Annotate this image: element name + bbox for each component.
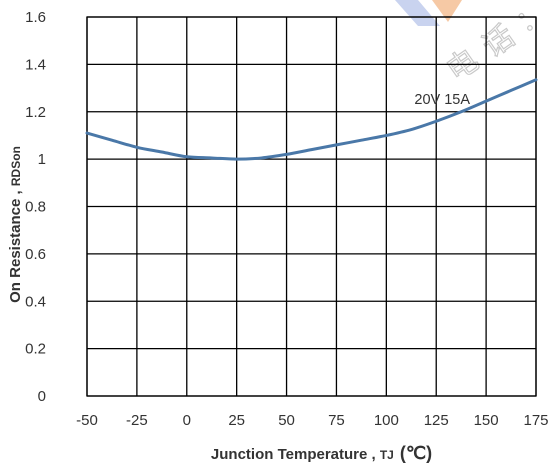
y-tick-label: 0.8 — [25, 199, 46, 216]
y-axis-title-symbol: RDSon — [9, 146, 23, 186]
x-axis-title-unit: (℃) — [400, 443, 432, 463]
x-axis-title-main: Junction Temperature , — [211, 446, 380, 463]
y-tick-labels: 0 0.2 0.4 0.6 0.8 1 1.2 1.4 1.6 — [25, 9, 46, 405]
watermark: 电 话 ： — [395, 0, 551, 89]
x-tick-label: 0 — [183, 412, 191, 429]
x-tick-label: 125 — [424, 412, 449, 429]
watermark-glyph-3: ： — [510, 0, 551, 41]
y-axis-title-main: On Resistance , — [7, 186, 24, 303]
series-annotation: 20V 15A — [414, 92, 470, 108]
x-axis-title: Junction Temperature , TJ (℃) — [211, 443, 432, 463]
x-tick-label: 25 — [228, 412, 245, 429]
x-tick-label: 175 — [523, 412, 548, 429]
plot-frame — [86, 16, 537, 397]
x-tick-labels: -50 -25 0 25 50 75 100 125 150 175 — [76, 412, 548, 429]
y-tick-label: 0.4 — [25, 293, 46, 310]
y-tick-label: 1.6 — [25, 9, 46, 26]
y-axis-title: On Resistance , RDSon — [7, 146, 24, 303]
y-tick-label: 0 — [38, 388, 46, 405]
y-tick-label: 1.2 — [25, 104, 46, 121]
x-axis-title-symbol: TJ — [380, 448, 394, 462]
series-layer — [85, 78, 538, 161]
x-tick-label: 150 — [474, 412, 499, 429]
watermark-glyph-2: 话 — [477, 19, 522, 65]
x-tick-label: 50 — [278, 412, 295, 429]
x-tick-label: -25 — [126, 412, 148, 429]
y-tick-label: 0.2 — [25, 341, 46, 358]
y-tick-label: 0.6 — [25, 246, 46, 263]
y-tick-label: 1 — [38, 151, 46, 168]
y-tick-label: 1.4 — [25, 56, 46, 73]
watermark-shape-blue — [395, 0, 440, 26]
x-tick-label: -50 — [76, 412, 98, 429]
watermark-glyph-1: 电 — [441, 43, 486, 89]
watermark-shape-orange — [432, 0, 462, 22]
x-tick-label: 75 — [328, 412, 345, 429]
series-line — [85, 78, 538, 161]
x-tick-label: 100 — [374, 412, 399, 429]
